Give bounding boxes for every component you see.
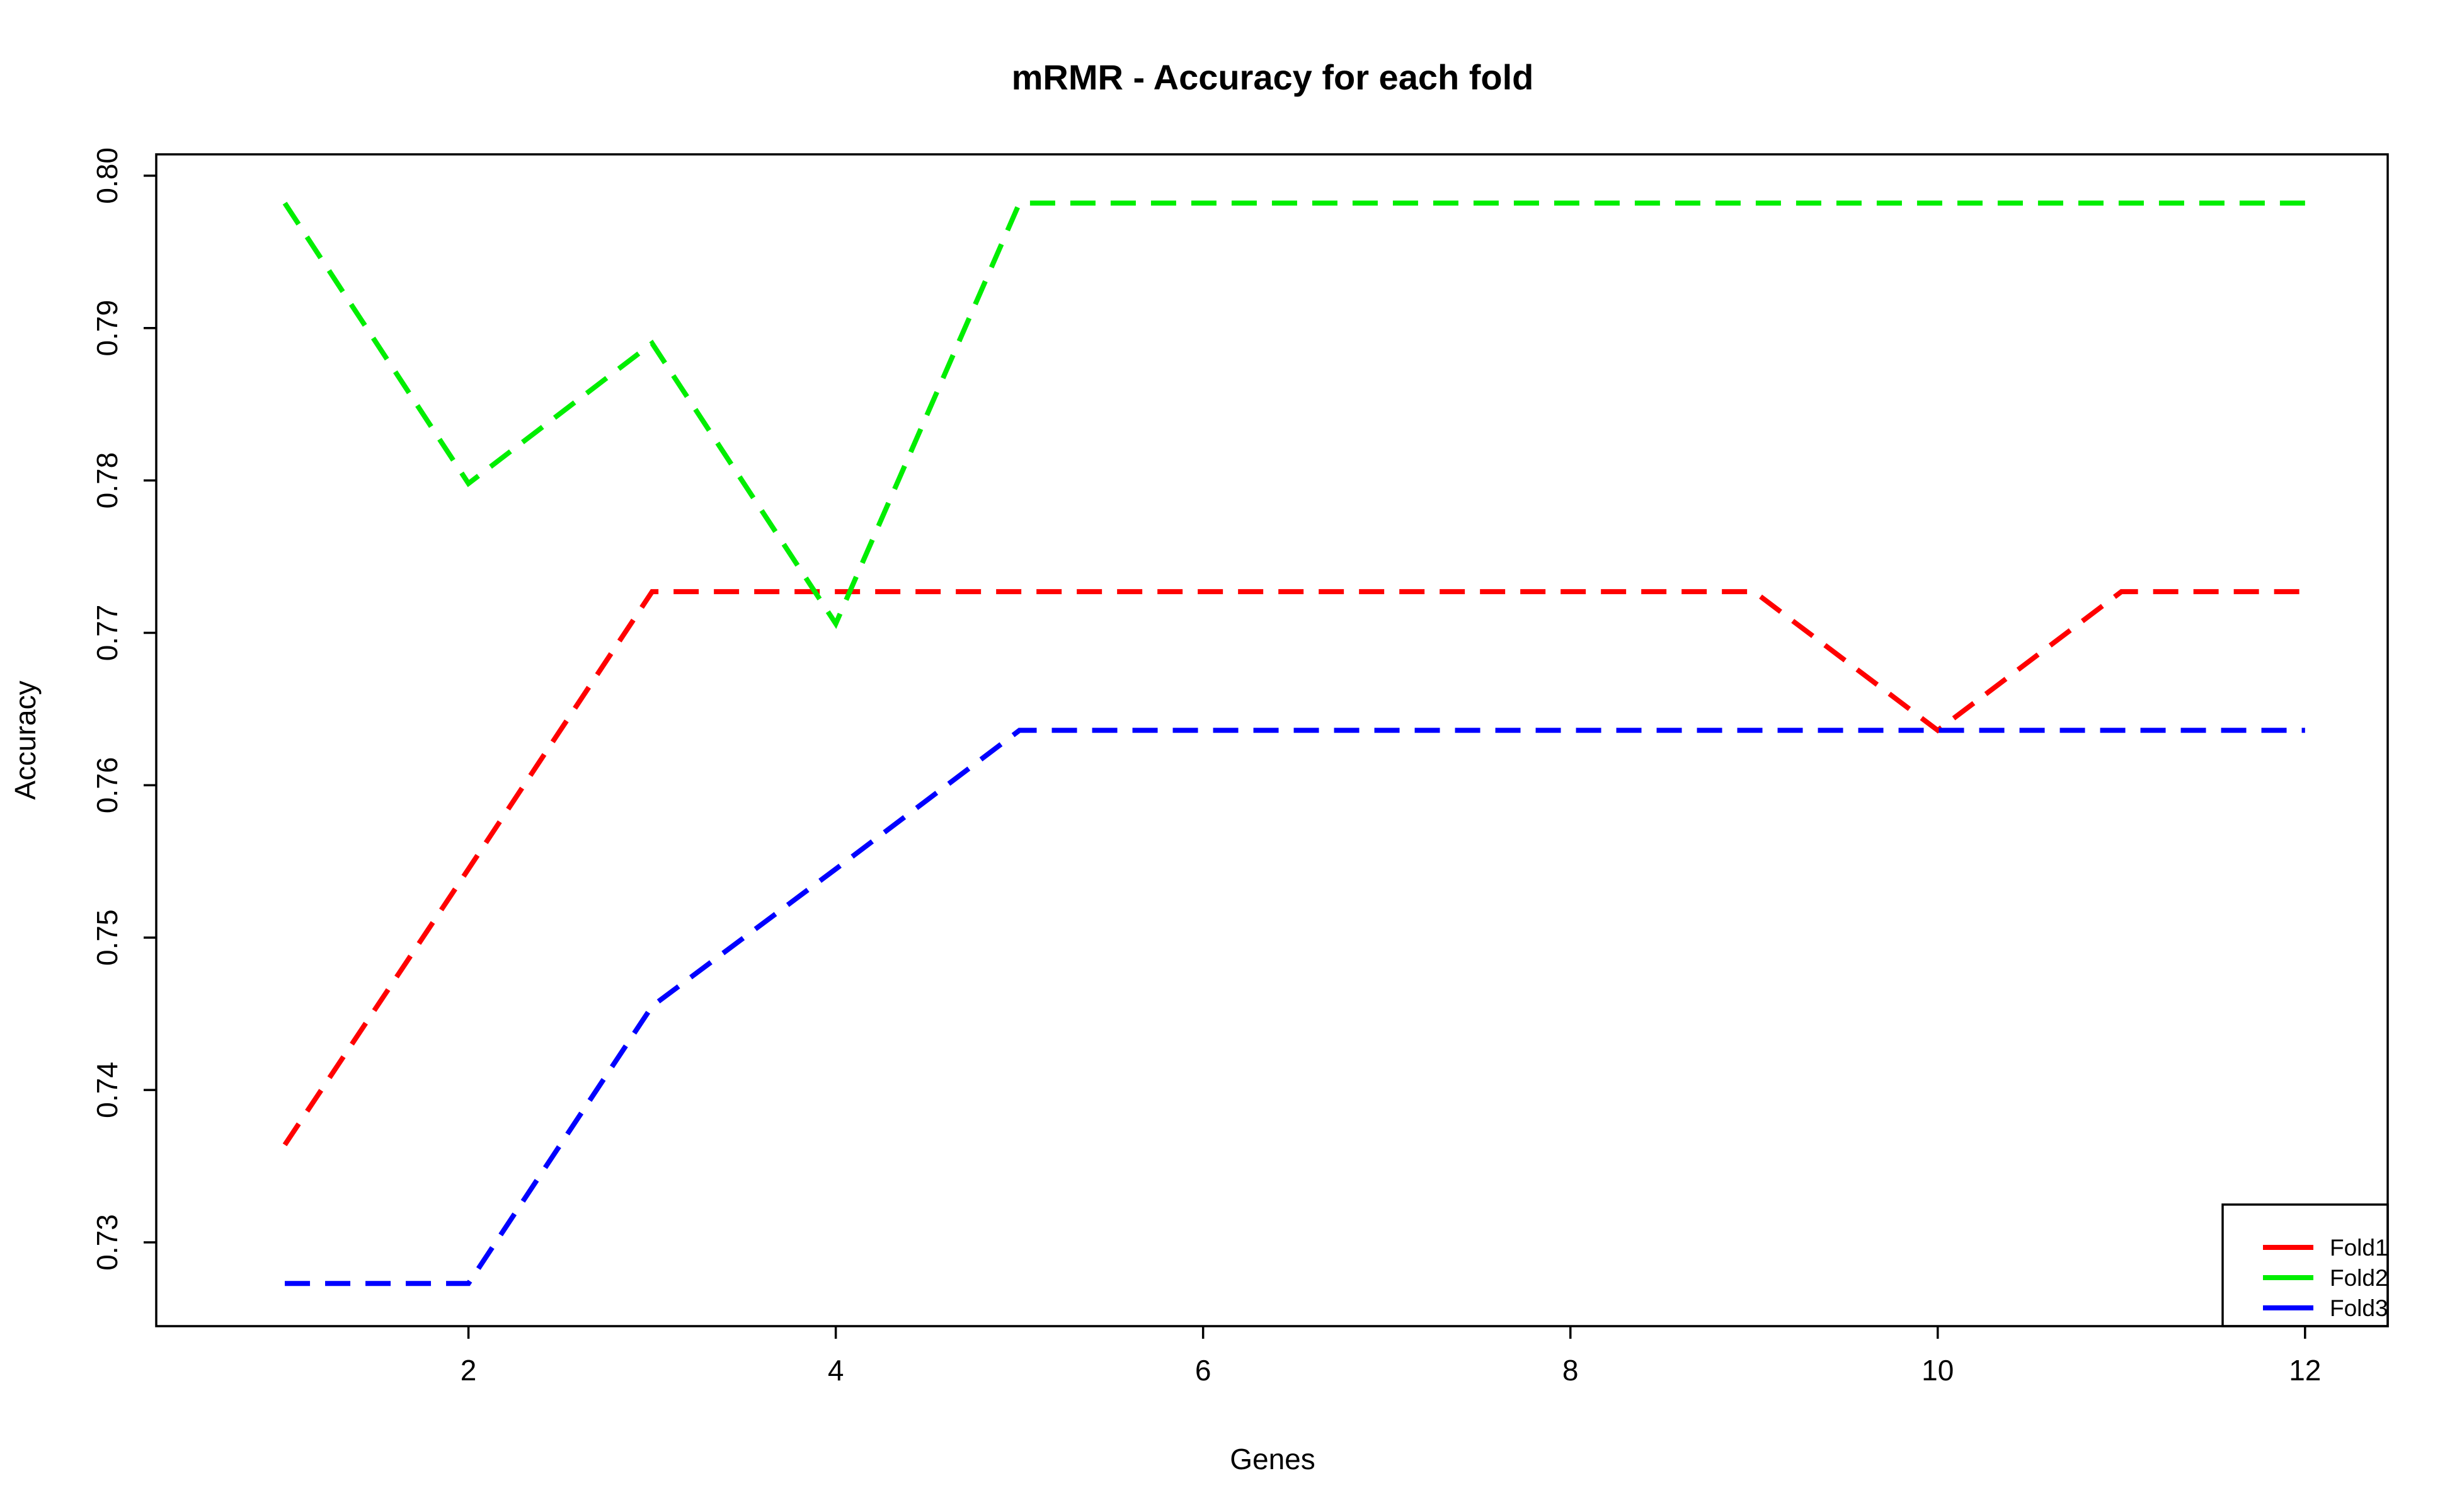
x-tick-label: 4 — [828, 1354, 844, 1387]
x-tick-label: 6 — [1195, 1354, 1211, 1387]
x-axis-label: Genes — [1230, 1443, 1315, 1475]
legend: Fold1 Fold2 Fold3 — [2221, 1203, 2389, 1327]
y-tick-label: 0.76 — [91, 757, 123, 814]
legend-label-fold3: Fold3 — [2330, 1295, 2388, 1321]
x-tick-label: 8 — [1562, 1354, 1579, 1387]
y-tick-label: 0.74 — [91, 1062, 123, 1118]
chart-title: mRMR - Accuracy for each fold — [1012, 57, 1534, 97]
x-axis: 2 4 6 8 10 12 — [461, 1326, 2321, 1387]
y-tick-label: 0.79 — [91, 300, 123, 357]
series-line-fold2 — [282, 200, 2305, 629]
y-axis-label: Accuracy — [9, 680, 42, 799]
legend-label-fold1: Fold1 — [2330, 1235, 2388, 1261]
x-tick-label: 12 — [2289, 1354, 2321, 1387]
plot-frame — [155, 153, 2389, 1327]
y-axis: 0.73 0.74 0.75 0.76 0.77 0.78 0.79 0.80 — [91, 147, 156, 1271]
y-tick-label: 0.80 — [91, 147, 123, 204]
x-tick-label: 10 — [1922, 1354, 1954, 1387]
series-line-fold1 — [282, 589, 2305, 1147]
legend-label-fold2: Fold2 — [2330, 1265, 2388, 1291]
y-tick-label: 0.75 — [91, 909, 123, 966]
legend-box — [2221, 1203, 2389, 1327]
y-tick-label: 0.78 — [91, 452, 123, 509]
x-tick-label: 2 — [461, 1354, 477, 1387]
y-tick-label: 0.73 — [91, 1214, 123, 1271]
series-line-fold3 — [285, 728, 2305, 1286]
series-layer — [282, 200, 2305, 1286]
y-tick-label: 0.77 — [91, 605, 123, 662]
